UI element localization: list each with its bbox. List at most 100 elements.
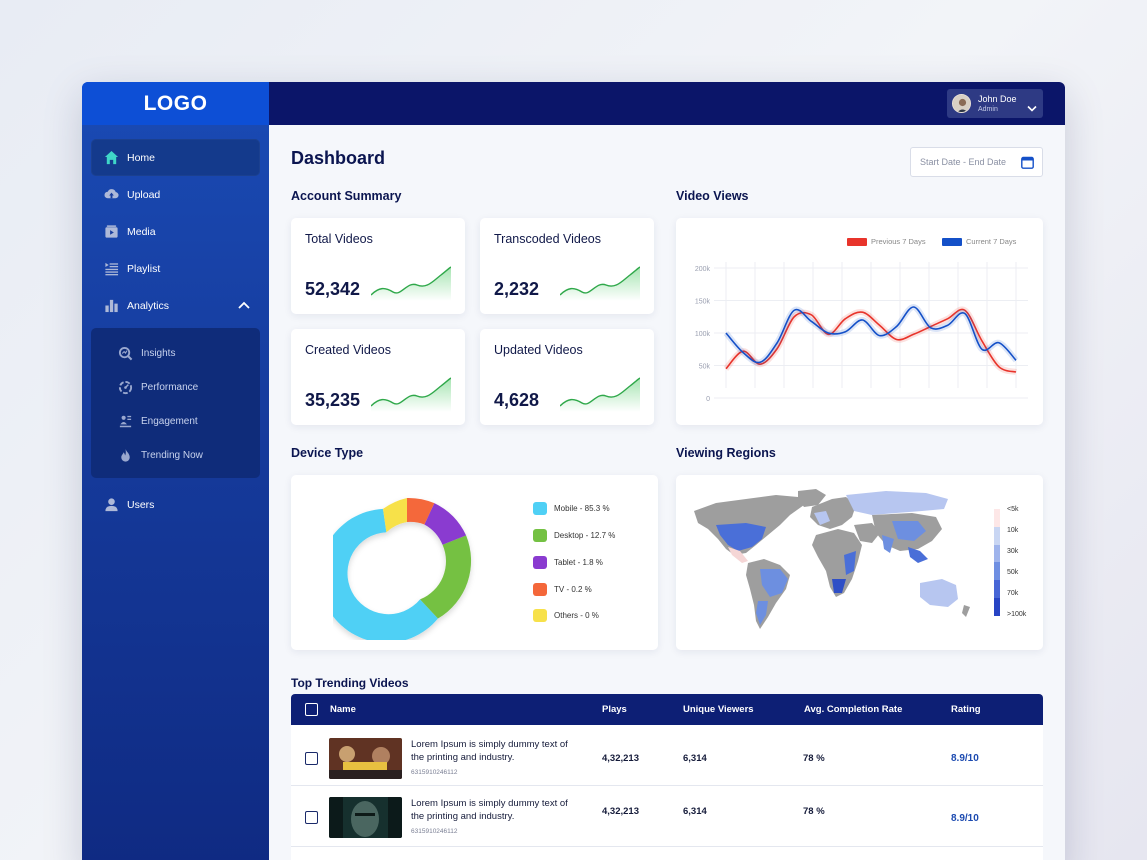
chevron-up-icon[interactable] [238, 300, 250, 312]
legend-swatch [533, 556, 547, 569]
legend-item-mobile: Mobile - 85.3 % [533, 502, 610, 515]
sidebar-item-analytics[interactable]: Analytics [91, 287, 260, 324]
video-title[interactable]: Lorem Ipsum is simply dummy text of the … [411, 739, 568, 763]
legend-label: Desktop - 12.7 % [554, 531, 616, 540]
donut-slice-mobile[interactable] [333, 508, 438, 640]
row-checkbox[interactable] [305, 811, 318, 824]
date-range-picker[interactable]: Start Date - End Date [910, 147, 1043, 177]
legend-swatch [942, 237, 962, 246]
sidebar-item-label: Home [127, 151, 156, 164]
page-title: Dashboard [291, 148, 386, 168]
viewing-regions-title: Viewing Regions [676, 446, 776, 460]
submenu-item-label: Trending Now [141, 449, 203, 461]
sidebar-item-users[interactable]: Users [91, 486, 260, 523]
table-row[interactable] [291, 847, 1043, 860]
region-russia[interactable] [846, 491, 948, 515]
stat-card-transcoded-videos[interactable]: Transcoded Videos 2,232 [480, 218, 654, 314]
select-all-checkbox[interactable] [305, 703, 318, 716]
column-header-unique-viewers[interactable]: Unique Viewers [683, 704, 754, 715]
legend-swatch [533, 529, 547, 542]
sidebar-item-label: Upload [127, 188, 161, 201]
chevron-down-icon[interactable] [1027, 99, 1037, 117]
sparkline [560, 266, 640, 301]
logo[interactable]: LOGO [82, 82, 269, 125]
donut-slice-others[interactable] [382, 498, 408, 533]
date-range-placeholder: Start Date - End Date [920, 157, 1007, 167]
sidebar-item-home[interactable]: Home [91, 139, 260, 176]
column-header-completion-rate[interactable]: Avg. Completion Rate [804, 704, 903, 715]
scale-label: >100k [1007, 611, 1027, 618]
submenu-item-performance[interactable]: Performance [91, 370, 260, 404]
table-row[interactable]: Lorem Ipsum is simply dummy text of the … [291, 786, 1043, 847]
region-greenland[interactable] [798, 489, 826, 507]
region-new-zealand[interactable] [962, 605, 970, 617]
line-chart: 200k 150k 100k 50k 0 [695, 262, 1028, 403]
sidebar-item-playlist[interactable]: Playlist [91, 250, 260, 287]
row-checkbox[interactable] [305, 752, 318, 765]
video-thumbnail[interactable] [329, 797, 402, 838]
plays-value: 4,32,213 [602, 806, 639, 817]
region-argentina[interactable] [756, 601, 768, 625]
region-australia[interactable] [920, 579, 958, 607]
column-header-name[interactable]: Name [330, 704, 356, 715]
stat-card-updated-videos[interactable]: Updated Videos 4,628 [480, 329, 654, 425]
region-brazil[interactable] [760, 569, 788, 597]
device-type-title: Device Type [291, 446, 364, 460]
region-africa[interactable] [812, 529, 862, 597]
submenu-item-insights[interactable]: Insights [91, 336, 260, 370]
y-tick-label: 0 [706, 396, 710, 403]
y-tick-label: 100k [695, 331, 711, 338]
table-header: Name Plays Unique Viewers Avg. Completio… [291, 694, 1043, 725]
completion-rate-value: 78 % [803, 806, 825, 817]
table-row[interactable]: Lorem Ipsum is simply dummy text of the … [291, 725, 1043, 786]
viewing-regions-card: <5k 10k 30k 50k 70k >100k [676, 475, 1043, 650]
submenu-item-label: Performance [141, 381, 199, 393]
scale-label: 30k [1007, 548, 1019, 555]
region-india[interactable] [882, 535, 894, 553]
donut-slice-tv[interactable] [406, 498, 435, 525]
calendar-icon[interactable] [1021, 156, 1034, 171]
series-line-previous-7-days[interactable] [725, 308, 1017, 373]
sidebar-item-media[interactable]: Media [91, 213, 260, 250]
account-summary-title: Account Summary [291, 189, 402, 203]
submenu-item-engagement[interactable]: Engagement [91, 404, 260, 438]
donut-slice-tablet[interactable] [424, 503, 467, 545]
stat-card-created-videos[interactable]: Created Videos 35,235 [291, 329, 465, 425]
stat-value: 2,232 [494, 279, 540, 299]
sparkline [560, 377, 640, 412]
video-views-title: Video Views [676, 189, 749, 203]
region-europe-west[interactable] [814, 511, 830, 525]
column-header-plays[interactable]: Plays [602, 704, 627, 715]
sparkline [371, 266, 451, 301]
region-usa[interactable] [716, 523, 766, 551]
region-china[interactable] [892, 521, 926, 541]
sidebar-item-upload[interactable]: Upload [91, 176, 260, 213]
sidebar-item-label: Playlist [127, 262, 161, 275]
region-africa-east[interactable] [844, 551, 856, 575]
legend-previous: Previous 7 Days [847, 237, 926, 246]
submenu-item-label: Insights [141, 347, 176, 359]
stat-card-total-videos[interactable]: Total Videos 52,342 [291, 218, 465, 314]
region-africa-south[interactable] [832, 579, 846, 593]
stat-value: 4,628 [494, 390, 540, 410]
series-line-current-7-days[interactable] [725, 306, 1017, 364]
video-title[interactable]: Lorem Ipsum is simply dummy text of the … [411, 798, 568, 822]
unique-viewers-value: 6,314 [683, 806, 707, 817]
video-thumbnail[interactable] [329, 738, 402, 779]
donut-chart [333, 498, 472, 640]
legend-swatch [533, 502, 547, 515]
user-name: John Doe [978, 93, 1017, 104]
scale-label: 50k [1007, 569, 1019, 576]
column-header-rating[interactable]: Rating [951, 704, 981, 715]
submenu-item-trending-now[interactable]: Trending Now [91, 438, 260, 472]
region-southeast-asia[interactable] [908, 547, 928, 563]
region-mexico[interactable] [728, 547, 748, 563]
legend-swatch [847, 237, 867, 246]
user-menu[interactable]: John Doe Admin [947, 89, 1043, 118]
region-middle-east[interactable] [854, 523, 880, 543]
donut-slice-desktop[interactable] [420, 535, 472, 619]
video-id: 6315910246112 [411, 828, 458, 835]
scale-label: 10k [1007, 527, 1019, 534]
stat-label: Created Videos [305, 343, 391, 357]
stat-label: Transcoded Videos [494, 232, 602, 246]
